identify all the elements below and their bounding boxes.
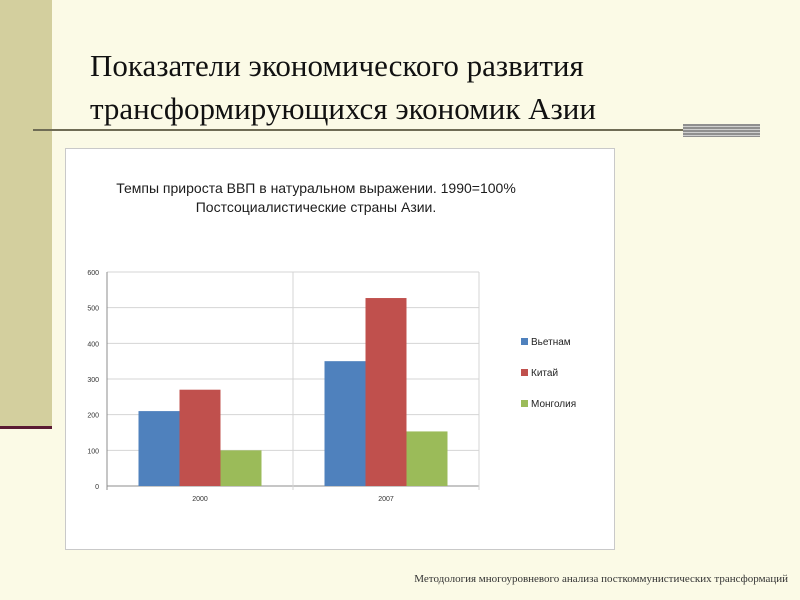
y-tick-label: 100 <box>87 448 99 455</box>
slide-footer: Методология многоуровневого анализа пост… <box>414 573 788 585</box>
bar-chart: 0 100 200 300 400 500 600 2000 2007 Вьетнам Китай М… <box>87 270 576 503</box>
bar-2007-2 <box>406 431 448 486</box>
bar-2000-0 <box>138 411 180 486</box>
slide-title-line-1: Показатели экономического развития <box>90 48 584 83</box>
chart-title: Темпы прироста ВВП в натуральном выражен… <box>116 180 516 196</box>
legend-label: Вьетнам <box>531 337 571 348</box>
x-tick-label: 2000 <box>192 496 208 503</box>
legend-swatch <box>521 369 528 376</box>
y-tick-label: 600 <box>87 270 99 277</box>
x-tick-label: 2007 <box>378 496 394 503</box>
legend-swatch <box>521 400 528 407</box>
slide-title-line-2: трансформирующихся экономик Азии <box>90 91 596 126</box>
slide-title: Показатели экономического развития транс… <box>90 44 780 130</box>
title-divider <box>33 129 760 131</box>
legend-label: Китай <box>531 368 558 379</box>
y-tick-label: 200 <box>87 413 99 420</box>
y-tick-label: 500 <box>87 306 99 313</box>
bar-2007-1 <box>365 298 407 486</box>
y-tick-label: 0 <box>95 484 99 491</box>
y-tick-label: 400 <box>87 341 99 348</box>
slide-side-accent-line <box>0 426 52 429</box>
bar-2000-2 <box>220 450 262 486</box>
chart-title-block: Темпы прироста ВВП в натуральном выражен… <box>96 179 536 217</box>
slide-side-accent <box>0 0 52 426</box>
y-tick-label: 300 <box>87 377 99 384</box>
legend-label: Монголия <box>531 399 576 410</box>
title-divider-tab <box>683 124 760 137</box>
chart-subtitle: Постсоциалистические страны Азии. <box>195 199 437 215</box>
chart-frame: Темпы прироста ВВП в натуральном выражен… <box>65 148 615 550</box>
bar-2007-0 <box>324 361 366 486</box>
bar-2000-1 <box>179 389 221 486</box>
legend-swatch <box>521 338 528 345</box>
